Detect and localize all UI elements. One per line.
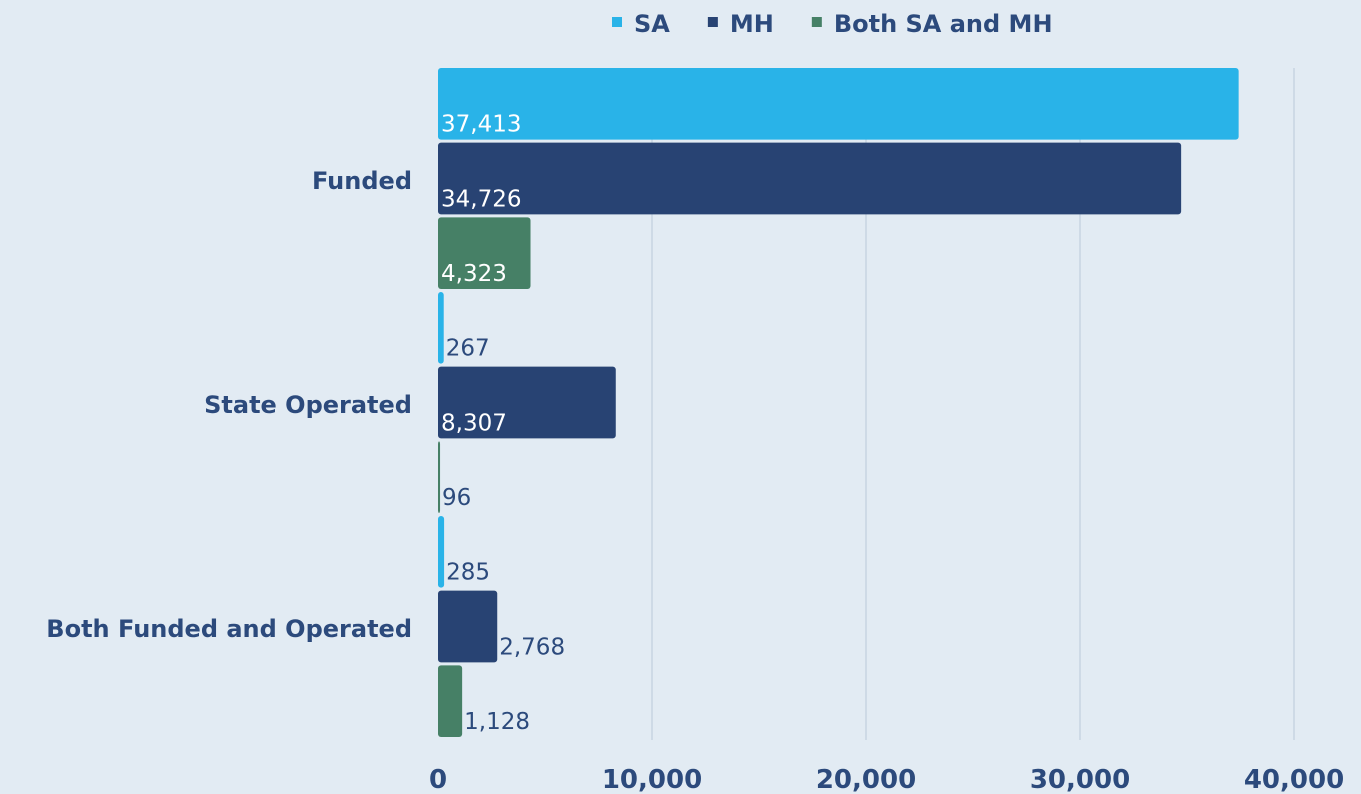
value-label: 285	[446, 560, 490, 586]
legend-swatch	[612, 17, 622, 27]
x-tick-label: 40,000	[1244, 765, 1344, 794]
bar	[438, 665, 463, 737]
value-label: 2,768	[499, 634, 565, 660]
bar	[438, 142, 1182, 215]
x-tick-label: 0	[429, 765, 447, 794]
legend-label: SA	[634, 10, 670, 38]
bar	[438, 516, 445, 588]
value-label: 8,307	[441, 410, 507, 436]
value-label: 96	[442, 485, 471, 511]
bar	[438, 292, 444, 364]
value-label: 34,726	[441, 186, 521, 212]
y-tick-label: State Operated	[204, 391, 412, 419]
value-label: 37,413	[441, 112, 521, 138]
value-label: 4,323	[441, 261, 507, 287]
bar	[438, 217, 531, 289]
x-tick-label: 20,000	[816, 765, 916, 794]
value-label: 1,128	[464, 709, 530, 735]
bar	[438, 590, 498, 663]
x-tick-label: 30,000	[1030, 765, 1130, 794]
y-tick-label: Both Funded and Operated	[46, 615, 412, 643]
x-tick-label: 10,000	[602, 765, 702, 794]
y-tick-label: Funded	[312, 167, 412, 195]
legend-label: MH	[730, 10, 774, 38]
bar	[438, 441, 441, 513]
value-label: 267	[446, 336, 490, 362]
legend-swatch	[811, 17, 822, 27]
bar	[438, 68, 1239, 140]
legend-swatch	[707, 17, 718, 27]
legend-label: Both SA and MH	[834, 10, 1053, 38]
bar	[438, 366, 616, 439]
